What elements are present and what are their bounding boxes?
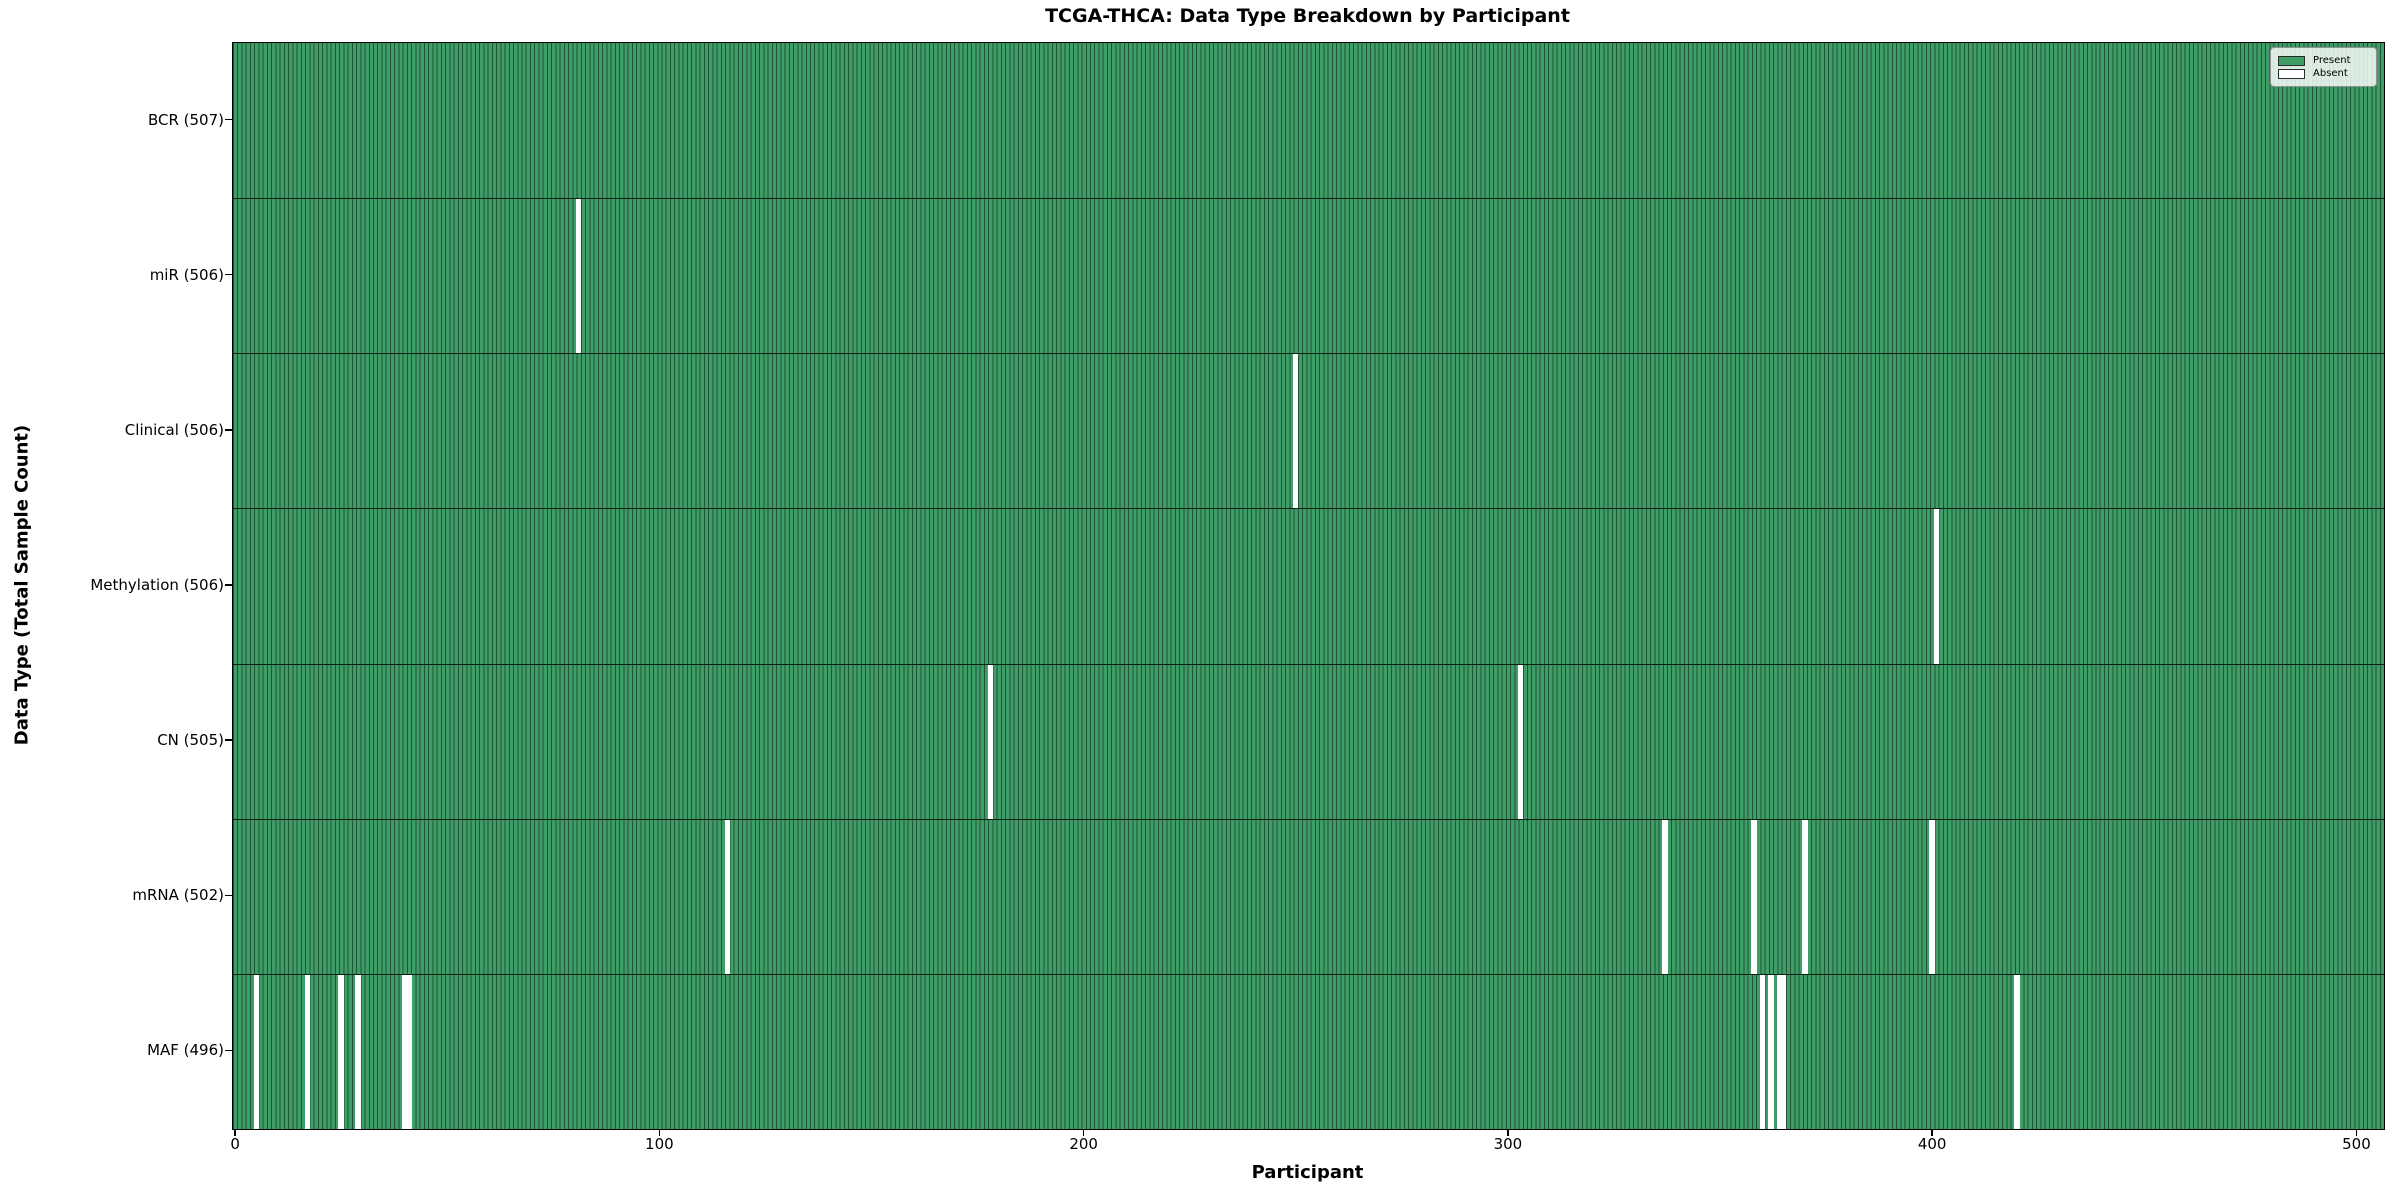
- data-row-mrna: [233, 818, 2384, 974]
- plot-area: [232, 42, 2385, 1130]
- absent-gap: [402, 974, 408, 1129]
- absent-swatch: [2278, 68, 2305, 79]
- legend-item-absent: Absent: [2278, 68, 2369, 79]
- absent-gap: [1759, 974, 1766, 1129]
- absent-gap: [987, 664, 994, 819]
- absent-gap: [1776, 974, 1783, 1129]
- y-tick-mark: [225, 1049, 232, 1052]
- y-tick-mark: [225, 894, 232, 896]
- x-tick-mark: [2355, 1129, 2358, 1136]
- chart-title: TCGA-THCA: Data Type Breakdown by Partic…: [1045, 5, 1570, 27]
- x-tick-label-300: 300: [1493, 1135, 1523, 1153]
- data-row-mir: [233, 198, 2384, 354]
- legend: Present Absent: [2270, 47, 2377, 87]
- absent-gap: [1517, 664, 1524, 819]
- x-tick-mark: [658, 1129, 661, 1136]
- data-row-maf: [233, 973, 2384, 1129]
- legend-item-present: Present: [2278, 55, 2369, 66]
- y-tick-mark: [225, 584, 232, 586]
- absent-gap: [724, 819, 730, 974]
- legend-label-absent: Absent: [2313, 68, 2348, 79]
- y-tick-mark: [225, 274, 232, 276]
- x-tick-mark: [1931, 1129, 1933, 1136]
- absent-gap: [1751, 819, 1757, 974]
- x-tick-label-500: 500: [2342, 1135, 2371, 1153]
- data-row-bcr: [233, 43, 2384, 199]
- x-tick-mark: [234, 1129, 236, 1136]
- x-tick-label-200: 200: [1069, 1135, 1098, 1153]
- y-tick-label-mir: miR (506): [149, 265, 224, 284]
- absent-gap: [406, 974, 412, 1129]
- y-tick-label-methylation: Methylation (506): [90, 576, 224, 594]
- y-tick-mark: [225, 739, 232, 741]
- absent-gap: [253, 974, 260, 1129]
- absent-gap: [338, 974, 344, 1129]
- data-row-cn: [233, 663, 2384, 819]
- x-axis-label: Participant: [1251, 1162, 1364, 1183]
- absent-gap: [2014, 974, 2020, 1129]
- absent-gap: [1293, 354, 1299, 509]
- y-tick-label-mrna: mRNA (502): [132, 886, 224, 905]
- x-tick-label-0: 0: [230, 1135, 240, 1153]
- legend-label-present: Present: [2313, 55, 2351, 66]
- y-tick-label-maf: MAF (496): [147, 1041, 224, 1060]
- absent-gap: [355, 974, 361, 1129]
- x-tick-label-100: 100: [645, 1135, 674, 1153]
- absent-gap: [1929, 819, 1935, 974]
- absent-gap: [1780, 974, 1787, 1129]
- y-tick-label-clinical: Clinical (506): [124, 420, 224, 439]
- y-tick-mark: [225, 118, 232, 121]
- absent-gap: [576, 199, 582, 354]
- data-row-clinical: [233, 353, 2384, 509]
- absent-gap: [1662, 819, 1668, 974]
- absent-gap: [1933, 509, 1940, 664]
- present-swatch: [2278, 55, 2305, 66]
- y-tick-mark: [225, 429, 232, 431]
- x-tick-label-400: 400: [1917, 1135, 1947, 1153]
- data-row-methylation: [233, 508, 2384, 664]
- absent-gap: [304, 974, 310, 1129]
- y-tick-label-cn: CN (505): [157, 731, 224, 750]
- y-tick-label-bcr: BCR (507): [147, 110, 224, 129]
- x-tick-mark: [1082, 1129, 1085, 1136]
- x-tick-mark: [1507, 1129, 1509, 1136]
- absent-gap: [1768, 974, 1774, 1129]
- absent-gap: [1802, 819, 1808, 974]
